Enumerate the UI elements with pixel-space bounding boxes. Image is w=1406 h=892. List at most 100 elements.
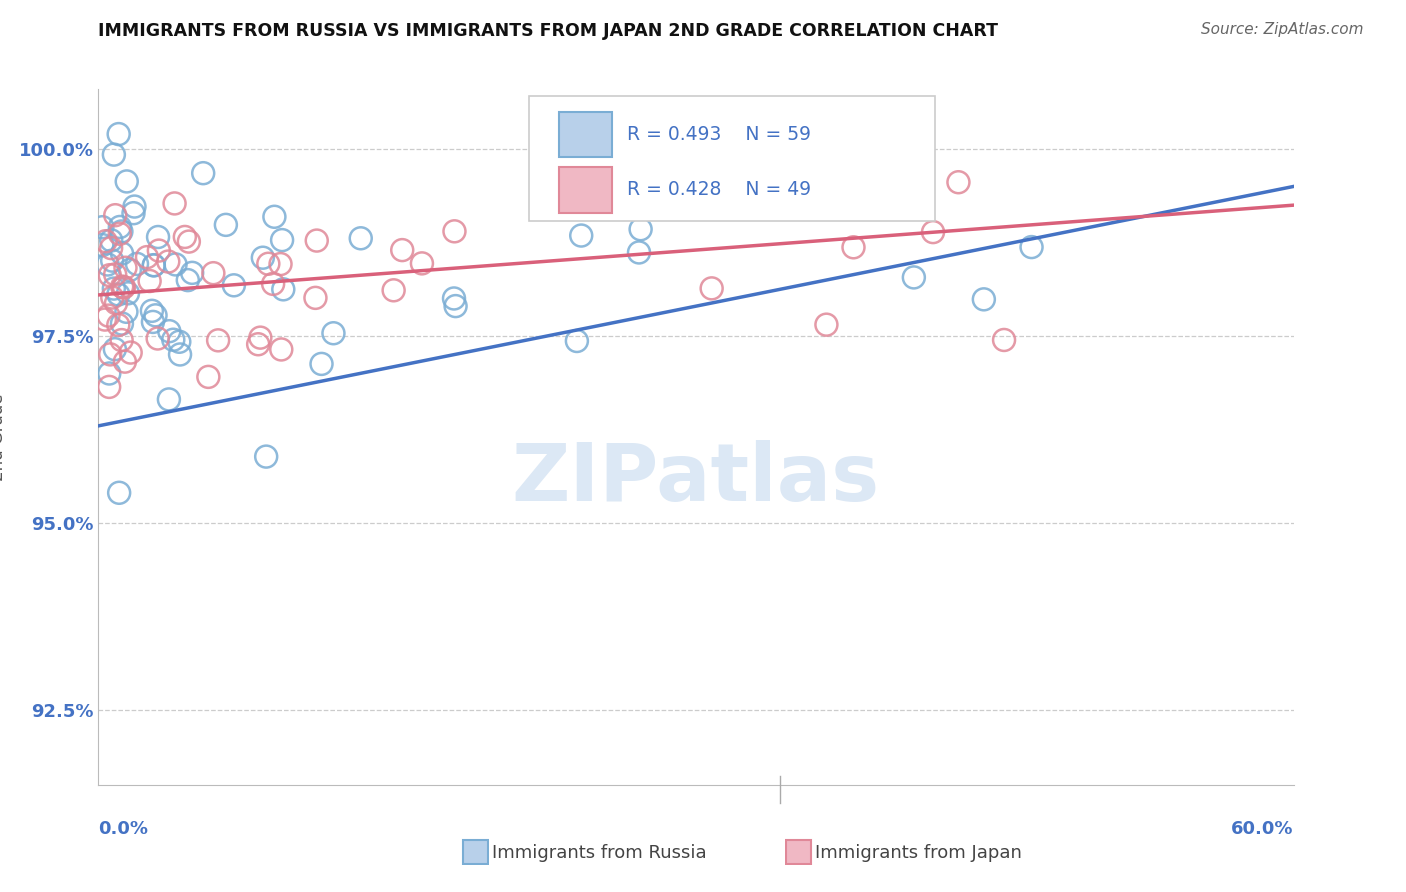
Point bbox=[97, 309, 120, 323]
Text: ZIPatlas: ZIPatlas bbox=[512, 440, 880, 518]
Point bbox=[177, 235, 200, 249]
Point bbox=[350, 231, 373, 245]
Point bbox=[382, 283, 405, 297]
Point bbox=[146, 331, 169, 345]
Text: Source: ZipAtlas.com: Source: ZipAtlas.com bbox=[1201, 22, 1364, 37]
Point bbox=[108, 219, 131, 234]
Point bbox=[193, 166, 215, 180]
Point bbox=[157, 254, 180, 268]
Point bbox=[98, 268, 121, 283]
Point bbox=[262, 277, 284, 291]
Point bbox=[157, 392, 180, 407]
Point bbox=[700, 281, 723, 295]
Point bbox=[142, 315, 165, 329]
Point bbox=[91, 238, 114, 252]
Point bbox=[249, 331, 271, 345]
Point bbox=[111, 246, 134, 260]
Point bbox=[1021, 240, 1043, 254]
Point bbox=[202, 266, 225, 280]
Point bbox=[101, 291, 124, 305]
Point bbox=[257, 257, 280, 271]
Point bbox=[142, 258, 165, 272]
Point bbox=[104, 268, 127, 282]
Point bbox=[222, 278, 245, 293]
Point bbox=[903, 270, 925, 285]
Point bbox=[569, 228, 592, 243]
Bar bbox=[558, 168, 613, 212]
Point bbox=[181, 266, 204, 280]
Point bbox=[411, 256, 433, 270]
Point bbox=[842, 240, 865, 254]
Point bbox=[162, 333, 184, 347]
Text: R = 0.493    N = 59: R = 0.493 N = 59 bbox=[627, 125, 811, 144]
Point bbox=[118, 263, 141, 277]
Point bbox=[110, 225, 132, 239]
Point bbox=[305, 234, 328, 248]
Point bbox=[104, 342, 127, 356]
Point bbox=[125, 257, 148, 271]
Point bbox=[169, 334, 191, 349]
Point bbox=[948, 175, 970, 189]
Y-axis label: 2nd Grade: 2nd Grade bbox=[0, 393, 7, 481]
Point bbox=[207, 334, 229, 348]
Point bbox=[197, 370, 219, 384]
Text: IMMIGRANTS FROM RUSSIA VS IMMIGRANTS FROM JAPAN 2ND GRADE CORRELATION CHART: IMMIGRANTS FROM RUSSIA VS IMMIGRANTS FRO… bbox=[98, 22, 998, 40]
Point bbox=[163, 196, 186, 211]
Point bbox=[993, 333, 1015, 347]
Point bbox=[922, 225, 945, 239]
Point bbox=[270, 343, 292, 357]
Point bbox=[311, 357, 333, 371]
Point bbox=[177, 273, 200, 287]
Point bbox=[108, 485, 131, 500]
Point bbox=[98, 367, 121, 381]
Point bbox=[832, 193, 855, 207]
Point bbox=[115, 174, 138, 188]
Point bbox=[103, 147, 125, 161]
Point bbox=[117, 286, 139, 301]
Point bbox=[107, 127, 129, 141]
Point bbox=[271, 233, 294, 247]
Point bbox=[94, 234, 117, 248]
Point bbox=[141, 303, 163, 318]
Point bbox=[112, 280, 135, 294]
Point bbox=[146, 230, 169, 244]
Point bbox=[114, 354, 136, 368]
Point bbox=[391, 243, 413, 257]
Point bbox=[169, 347, 191, 361]
Point bbox=[252, 251, 274, 265]
Bar bbox=[558, 112, 613, 157]
FancyBboxPatch shape bbox=[529, 96, 935, 221]
Point bbox=[247, 337, 270, 351]
Point bbox=[111, 317, 134, 331]
Point bbox=[263, 210, 285, 224]
Point bbox=[120, 345, 142, 359]
Point bbox=[173, 230, 195, 244]
Point bbox=[270, 257, 292, 271]
Text: 60.0%: 60.0% bbox=[1232, 820, 1294, 838]
Point bbox=[107, 318, 129, 332]
Point bbox=[627, 245, 650, 260]
Point bbox=[91, 220, 114, 235]
Point bbox=[630, 222, 652, 236]
Text: Immigrants from Russia: Immigrants from Russia bbox=[492, 844, 707, 862]
Point bbox=[165, 257, 187, 271]
Point bbox=[115, 305, 138, 319]
Text: 0.0%: 0.0% bbox=[98, 820, 149, 838]
Point bbox=[104, 208, 127, 222]
Point bbox=[105, 296, 128, 310]
Point bbox=[304, 291, 326, 305]
Point bbox=[98, 380, 121, 394]
Point bbox=[322, 326, 344, 341]
Text: Immigrants from Japan: Immigrants from Japan bbox=[815, 844, 1022, 862]
Point bbox=[142, 259, 165, 273]
Point bbox=[122, 206, 145, 220]
Point bbox=[254, 450, 277, 464]
Point bbox=[148, 244, 170, 258]
Point bbox=[111, 279, 134, 293]
Point bbox=[136, 250, 159, 264]
Point bbox=[215, 218, 238, 232]
Point bbox=[444, 299, 467, 313]
Point bbox=[112, 280, 135, 294]
Point bbox=[103, 282, 125, 296]
Text: R = 0.428    N = 49: R = 0.428 N = 49 bbox=[627, 180, 811, 200]
